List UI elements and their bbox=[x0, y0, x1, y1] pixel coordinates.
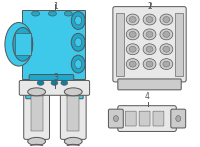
Ellipse shape bbox=[129, 17, 136, 22]
Text: 1: 1 bbox=[53, 2, 58, 11]
Ellipse shape bbox=[129, 46, 136, 52]
Ellipse shape bbox=[143, 29, 156, 40]
FancyBboxPatch shape bbox=[139, 111, 150, 126]
Ellipse shape bbox=[129, 31, 136, 37]
Ellipse shape bbox=[31, 90, 37, 95]
Ellipse shape bbox=[146, 46, 153, 52]
Ellipse shape bbox=[146, 31, 153, 37]
Ellipse shape bbox=[71, 12, 85, 29]
Bar bbox=[23, 22, 41, 66]
FancyBboxPatch shape bbox=[31, 96, 43, 131]
Ellipse shape bbox=[66, 144, 80, 147]
Ellipse shape bbox=[129, 61, 136, 67]
FancyBboxPatch shape bbox=[175, 13, 183, 76]
FancyBboxPatch shape bbox=[24, 88, 49, 139]
Ellipse shape bbox=[160, 14, 173, 25]
Ellipse shape bbox=[30, 144, 44, 147]
Ellipse shape bbox=[143, 44, 156, 55]
FancyBboxPatch shape bbox=[67, 87, 83, 99]
Ellipse shape bbox=[143, 14, 156, 25]
FancyBboxPatch shape bbox=[153, 111, 164, 126]
Ellipse shape bbox=[160, 44, 173, 55]
Ellipse shape bbox=[126, 44, 139, 55]
Ellipse shape bbox=[61, 80, 68, 85]
FancyBboxPatch shape bbox=[118, 79, 181, 90]
Ellipse shape bbox=[126, 29, 139, 40]
Ellipse shape bbox=[160, 59, 173, 70]
FancyBboxPatch shape bbox=[26, 87, 42, 99]
Ellipse shape bbox=[71, 55, 85, 73]
Ellipse shape bbox=[72, 90, 78, 95]
Ellipse shape bbox=[64, 137, 82, 145]
Ellipse shape bbox=[64, 11, 72, 16]
Ellipse shape bbox=[126, 14, 139, 25]
Ellipse shape bbox=[75, 60, 82, 69]
Ellipse shape bbox=[163, 31, 170, 37]
FancyBboxPatch shape bbox=[116, 13, 124, 76]
Ellipse shape bbox=[113, 116, 118, 122]
Ellipse shape bbox=[28, 88, 46, 96]
FancyBboxPatch shape bbox=[113, 7, 186, 82]
Ellipse shape bbox=[75, 16, 82, 25]
Ellipse shape bbox=[32, 11, 40, 16]
Ellipse shape bbox=[64, 88, 82, 96]
FancyBboxPatch shape bbox=[19, 80, 90, 95]
Ellipse shape bbox=[71, 33, 85, 51]
FancyBboxPatch shape bbox=[108, 109, 123, 128]
Ellipse shape bbox=[146, 61, 153, 67]
Ellipse shape bbox=[75, 38, 82, 47]
Ellipse shape bbox=[163, 61, 170, 67]
Ellipse shape bbox=[37, 80, 44, 85]
Ellipse shape bbox=[163, 17, 170, 22]
FancyBboxPatch shape bbox=[171, 109, 186, 128]
Ellipse shape bbox=[51, 80, 58, 85]
Ellipse shape bbox=[126, 59, 139, 70]
Text: 2: 2 bbox=[147, 2, 152, 11]
Ellipse shape bbox=[163, 46, 170, 52]
FancyBboxPatch shape bbox=[125, 111, 136, 126]
FancyBboxPatch shape bbox=[22, 10, 85, 79]
Text: 3: 3 bbox=[53, 73, 58, 82]
Ellipse shape bbox=[48, 11, 56, 16]
FancyBboxPatch shape bbox=[29, 75, 74, 91]
FancyBboxPatch shape bbox=[60, 88, 86, 139]
FancyBboxPatch shape bbox=[15, 33, 31, 55]
Text: 4: 4 bbox=[145, 92, 150, 101]
Ellipse shape bbox=[176, 116, 181, 122]
Ellipse shape bbox=[13, 27, 33, 61]
FancyBboxPatch shape bbox=[118, 106, 176, 131]
Ellipse shape bbox=[143, 59, 156, 70]
Ellipse shape bbox=[160, 29, 173, 40]
Ellipse shape bbox=[146, 17, 153, 22]
Ellipse shape bbox=[5, 22, 33, 66]
FancyBboxPatch shape bbox=[67, 96, 79, 131]
Ellipse shape bbox=[28, 137, 46, 145]
